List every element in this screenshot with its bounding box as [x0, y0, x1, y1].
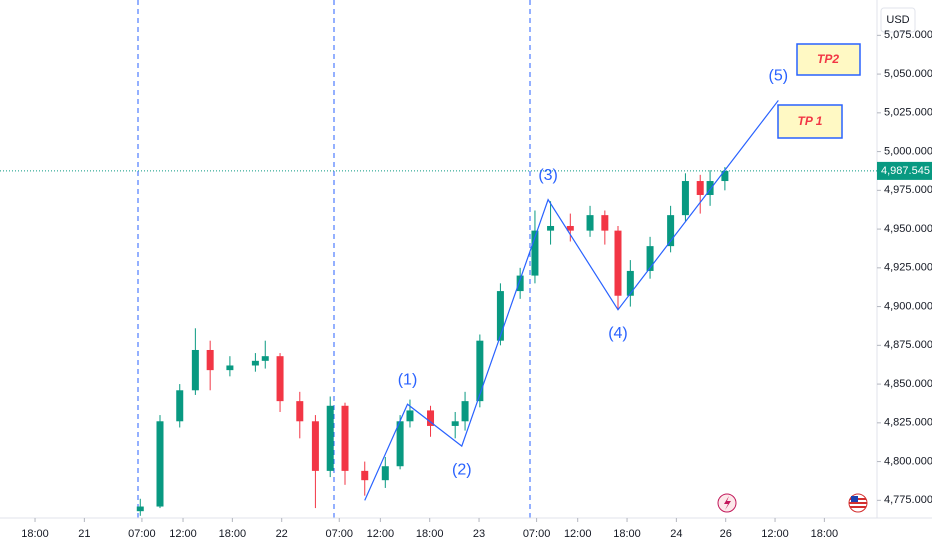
- x-tick-label: 18:00: [811, 528, 839, 540]
- candle-body: [696, 181, 704, 195]
- candle-body: [646, 246, 654, 271]
- candle-body: [586, 215, 594, 231]
- y-tick-label: 4,850.000: [884, 378, 932, 390]
- candle-body: [531, 230, 539, 276]
- x-tick-label: 18:00: [416, 528, 444, 540]
- x-tick-label: 18:00: [21, 528, 49, 540]
- candle-body: [251, 360, 259, 366]
- candle-body: [667, 215, 675, 247]
- candle-body: [721, 170, 729, 182]
- candle-body: [206, 349, 214, 371]
- x-tick-label: 12:00: [564, 528, 592, 540]
- candle-body: [361, 470, 369, 481]
- candle-body: [476, 340, 484, 402]
- x-tick-label: 12:00: [761, 528, 789, 540]
- x-tick-label: 23: [473, 528, 485, 540]
- wave-label: (5): [769, 68, 789, 85]
- x-tick-label: 12:00: [367, 528, 395, 540]
- candle-body: [706, 181, 714, 195]
- target-box: TP 1: [777, 104, 843, 139]
- target-box-rect: [796, 43, 861, 76]
- candle-body: [191, 349, 199, 391]
- flag-canton: [851, 496, 858, 502]
- candle-body: [614, 230, 622, 296]
- y-tick-label: 5,075.000: [884, 29, 932, 41]
- x-tick-label: 07:00: [325, 528, 353, 540]
- x-tick-label: 18:00: [219, 528, 247, 540]
- flag-icon: [848, 493, 868, 513]
- candle-body: [261, 356, 269, 361]
- x-tick-label: 07:00: [128, 528, 156, 540]
- candle-body: [276, 356, 284, 402]
- target-box-rect: [777, 104, 843, 139]
- event-icon-bolt: [724, 496, 731, 510]
- y-tick-label: 5,025.000: [884, 107, 932, 119]
- y-tick-label: 4,775.000: [884, 494, 932, 506]
- candle-body: [136, 506, 144, 512]
- x-tick-label: 18:00: [613, 528, 641, 540]
- last-price-box: [877, 161, 932, 180]
- candle-body: [681, 181, 689, 216]
- candle-body: [396, 421, 404, 467]
- y-tick-label: 5,000.000: [884, 145, 932, 157]
- candle-body: [566, 225, 574, 231]
- target-label: TP2: [817, 52, 839, 66]
- y-tick-label: 4,900.000: [884, 300, 932, 312]
- x-tick-label: 24: [670, 528, 682, 540]
- wave-label: (1): [398, 371, 418, 388]
- event-icon: [717, 493, 737, 513]
- currency-label[interactable]: USD: [886, 14, 909, 26]
- y-tick-label: 4,925.000: [884, 262, 932, 274]
- currency-box[interactable]: [880, 7, 916, 33]
- candle-body: [601, 215, 609, 231]
- candle-body: [311, 421, 319, 471]
- candle-body: [516, 275, 524, 292]
- candle-body: [626, 270, 634, 296]
- x-tick-label: 22: [276, 528, 288, 540]
- candle-body: [406, 410, 414, 422]
- wave-label: (3): [538, 167, 558, 184]
- candle-body: [381, 466, 389, 481]
- x-tick-label: 26: [720, 528, 732, 540]
- x-tick-label: 07:00: [523, 528, 551, 540]
- candle-body: [226, 365, 234, 371]
- y-tick-label: 4,975.000: [884, 184, 932, 196]
- candle-body: [496, 291, 504, 341]
- y-tick-label: 5,050.000: [884, 68, 932, 80]
- candle-body: [296, 401, 304, 422]
- x-tick-label: 12:00: [169, 528, 197, 540]
- target-label: TP 1: [798, 114, 823, 128]
- target-box: TP2: [796, 43, 861, 76]
- y-tick-label: 4,875.000: [884, 339, 932, 351]
- wave-label: (2): [452, 461, 472, 478]
- candle-body: [461, 401, 469, 422]
- y-tick-label: 4,950.000: [884, 223, 932, 235]
- x-tick-label: 21: [78, 528, 90, 540]
- last-price-label: 4,987.545: [881, 165, 930, 177]
- candle-body: [427, 410, 435, 426]
- wave-line: [364, 100, 779, 501]
- candle-body: [326, 405, 334, 471]
- y-tick-label: 4,825.000: [884, 417, 932, 429]
- candle-body: [341, 405, 349, 471]
- candle-body: [176, 390, 184, 422]
- y-tick-label: 4,800.000: [884, 455, 932, 467]
- wave-label: (4): [608, 325, 628, 342]
- candle-body: [156, 421, 164, 507]
- candle-body: [547, 225, 555, 231]
- candle-body: [451, 421, 459, 426]
